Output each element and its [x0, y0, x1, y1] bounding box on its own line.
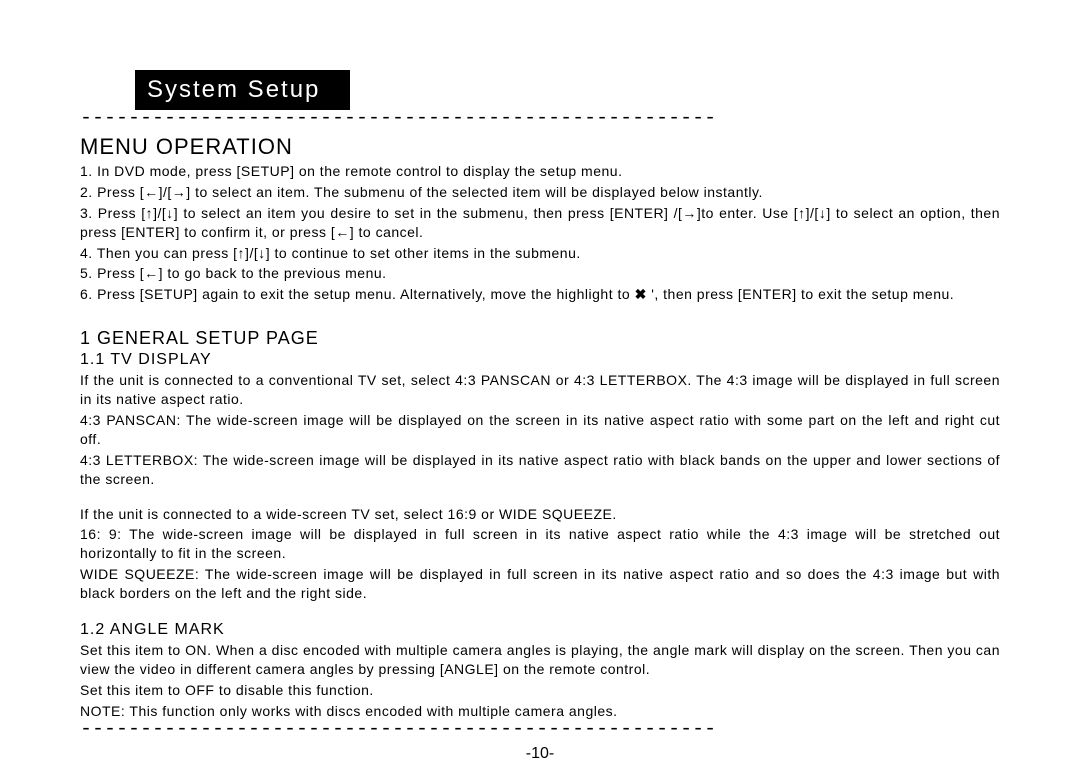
tv-p1: If the unit is connected to a convention… [80, 371, 1000, 409]
tv-p4: If the unit is connected to a wide-scree… [80, 505, 1000, 524]
menu-op-line-6: 6. Press [SETUP] again to exit the setup… [80, 285, 1000, 304]
spacer [80, 605, 1000, 619]
menu-op-line-5: 5. Press [←] to go back to the previous … [80, 264, 1000, 283]
angle-p3: NOTE: This function only works with disc… [80, 702, 1000, 721]
tv-p6: WIDE SQUEEZE: The wide-screen image will… [80, 565, 1000, 603]
menu-op-line-3: 3. Press [↑]/[↓] to select an item you d… [80, 204, 1000, 242]
close-icon: ✖ [635, 286, 647, 302]
menu-op-line-6a: 6. Press [SETUP] again to exit the setup… [80, 286, 635, 302]
section-title-text: System Setup [147, 76, 320, 103]
angle-p2: Set this item to OFF to disable this fun… [80, 681, 1000, 700]
angle-p1: Set this item to ON. When a disc encoded… [80, 641, 1000, 679]
angle-mark-heading: 1.2 ANGLE MARK [80, 621, 1000, 639]
menu-operation-heading: MENU OPERATION [80, 134, 1000, 160]
tv-display-heading: 1.1 TV DISPLAY [80, 351, 1000, 369]
tv-p2: 4:3 PANSCAN: The wide-screen image will … [80, 411, 1000, 449]
spacer [80, 306, 1000, 320]
rule-top: ----------------------------------------… [80, 114, 1000, 124]
manual-page: System Setup ---------------------------… [0, 0, 1080, 761]
menu-op-line-1: 1. In DVD mode, press [SETUP] on the rem… [80, 162, 1000, 181]
page-number: -10- [80, 745, 1000, 763]
section-title-tab: System Setup [135, 70, 350, 110]
menu-op-line-2: 2. Press [←]/[→] to select an item. The … [80, 183, 1000, 202]
menu-op-line-4: 4. Then you can press [↑]/[↓] to continu… [80, 244, 1000, 263]
spacer [80, 491, 1000, 505]
tv-p3: 4:3 LETTERBOX: The wide-screen image wil… [80, 451, 1000, 489]
tv-p5: 16: 9: The wide-screen image will be dis… [80, 525, 1000, 563]
menu-operation-body: 1. In DVD mode, press [SETUP] on the rem… [80, 162, 1000, 304]
rule-bottom: ----------------------------------------… [80, 725, 1000, 735]
tv-display-body: If the unit is connected to a convention… [80, 371, 1000, 603]
menu-op-line-6b: ', then press [ENTER] to exit the setup … [647, 286, 954, 302]
angle-mark-body: Set this item to ON. When a disc encoded… [80, 641, 1000, 721]
general-setup-heading: 1 GENERAL SETUP PAGE [80, 328, 1000, 349]
